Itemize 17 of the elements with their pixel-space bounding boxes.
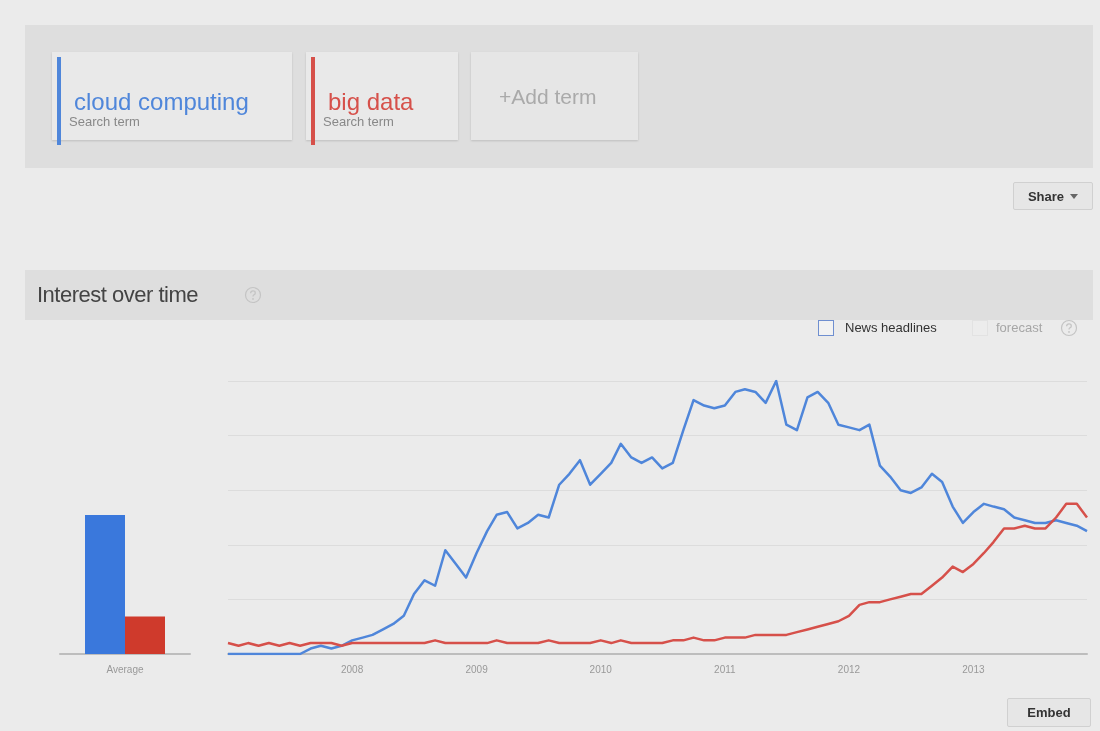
text: News headlines — [845, 320, 937, 335]
x-tick-label: 2011 — [714, 663, 737, 675]
text: big data — [328, 87, 415, 115]
text: cloud computing — [74, 87, 249, 115]
text: Search term — [323, 114, 394, 129]
text: +Add term — [499, 85, 597, 109]
chart-title: Interest over time — [37, 282, 198, 308]
x-tick-label: 2008 — [341, 663, 364, 675]
text: Share — [1027, 188, 1065, 204]
x-tick-label: 2009 — [465, 663, 489, 675]
text: forecast — [996, 320, 1043, 335]
text: Search term — [69, 114, 140, 129]
x-tick-label: Average — [106, 663, 144, 675]
x-tick-label: 2010 — [589, 663, 613, 675]
text: Embed — [1007, 698, 1091, 727]
x-tick-label: 2012 — [837, 663, 861, 675]
x-tick-label: 2013 — [962, 663, 985, 675]
